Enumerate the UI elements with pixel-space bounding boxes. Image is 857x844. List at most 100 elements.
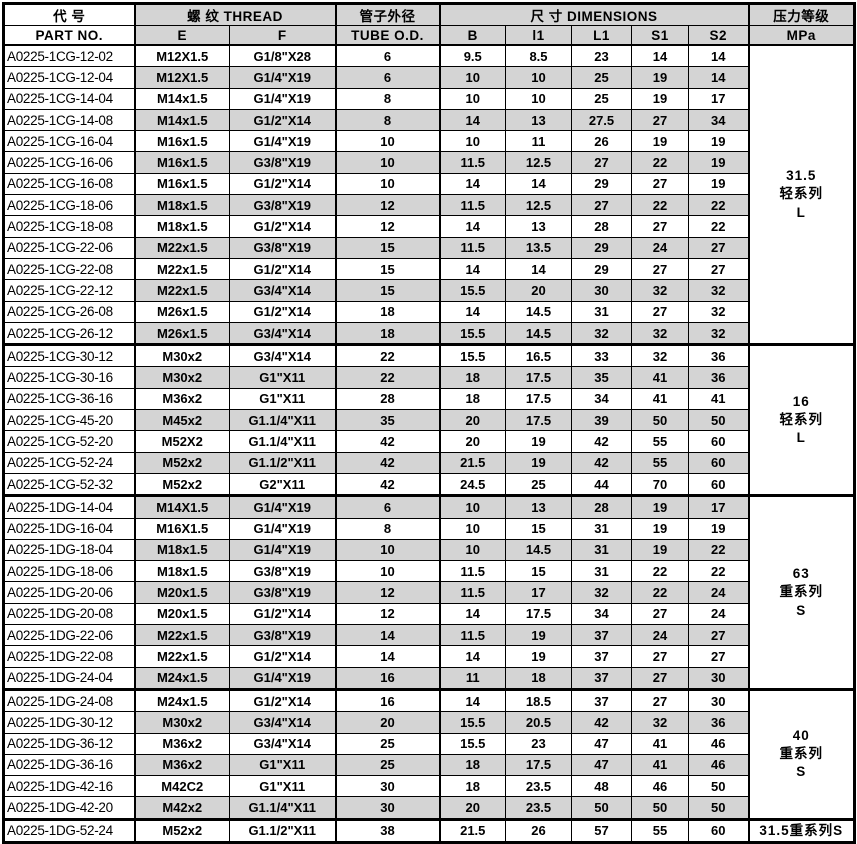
tube-od-cell: 15 <box>335 257 441 281</box>
thread-f-cell: G1/2"X14 <box>229 300 337 323</box>
dim-l1-cap-cell: 35 <box>571 366 632 389</box>
header-part-no-zh: 代 号 <box>3 3 136 26</box>
dim-l1-small-cell: 18.5 <box>505 687 572 713</box>
thread-e-cell: M22x1.5 <box>134 645 230 668</box>
dim-b-cell: 10 <box>439 538 506 562</box>
tube-od-cell: 14 <box>335 624 441 647</box>
dim-l1-small-cell: 15 <box>505 560 572 583</box>
thread-e-cell: M20x1.5 <box>134 581 230 604</box>
dim-s1-cell: 27 <box>631 215 689 238</box>
dim-b-cell: 24.5 <box>439 472 506 497</box>
dim-b-cell: 21.5 <box>439 451 506 474</box>
dim-s1-cell: 32 <box>631 279 689 302</box>
dim-s2-cell: 27 <box>688 236 750 259</box>
thread-f-cell: G1.1/4"X11 <box>229 796 337 820</box>
thread-f-cell: G1/4"X19 <box>229 130 337 153</box>
dim-l1-cap-cell: 47 <box>571 753 632 777</box>
tube-od-cell: 16 <box>335 687 441 713</box>
header-part-no-en: PART NO. <box>3 25 136 46</box>
dim-b-cell: 15.5 <box>439 343 506 368</box>
table-header: 代 号 螺 纹 THREAD 管子外径 尺 寸 DIMENSIONS 压力等级 … <box>3 3 855 46</box>
pressure-class-cell: 31.5重系列S <box>748 817 855 843</box>
dim-b-cell: 15.5 <box>439 321 506 346</box>
dim-b-cell: 14 <box>439 300 506 323</box>
part-no-cell: A0225-1CG-18-06 <box>3 194 136 217</box>
tube-od-cell: 10 <box>335 130 441 153</box>
dim-s2-cell: 17 <box>688 494 750 519</box>
dim-s1-cell: 27 <box>631 172 689 196</box>
tube-od-cell: 35 <box>335 409 441 432</box>
part-no-cell: A0225-1DG-30-12 <box>3 711 136 734</box>
thread-f-cell: G1/2"X14 <box>229 172 337 196</box>
table-row: A0225-1CG-52-20 M52X2 G1.1/4"X11 42 20 19 42 55… <box>3 430 855 453</box>
dim-l1-cap-cell: 25 <box>571 87 632 110</box>
dim-s2-cell: 36 <box>688 711 750 734</box>
dim-b-cell: 20 <box>439 430 506 453</box>
dim-l1-small-cell: 23 <box>505 732 572 755</box>
dim-l1-cap-cell: 42 <box>571 430 632 453</box>
header-dim-l1-small: l1 <box>505 25 572 46</box>
table-row: A0225-1CG-30-12 M30x2 G3/4"X14 22 15.5 16.5 33… <box>3 343 855 497</box>
part-no-cell: A0225-1DG-24-04 <box>3 666 136 690</box>
dim-s2-cell: 22 <box>688 215 750 238</box>
thread-f-cell: G1/2"X14 <box>229 687 337 713</box>
dim-b-cell: 15.5 <box>439 711 506 734</box>
dim-s1-cell: 55 <box>631 430 689 453</box>
dim-l1-cap-cell: 32 <box>571 581 632 604</box>
thread-f-cell: G3/8"X19 <box>229 624 337 647</box>
dim-s1-cell: 32 <box>631 711 689 734</box>
dim-l1-cap-cell: 33 <box>571 343 632 368</box>
thread-f-cell: G1.1/2"X11 <box>229 451 337 474</box>
thread-e-cell: M20x1.5 <box>134 602 230 626</box>
table-row: A0225-1CG-26-12 M26x1.5 G3/4"X14 18 15.5 14.5… <box>3 321 855 346</box>
dim-l1-cap-cell: 31 <box>571 538 632 562</box>
dim-b-cell: 14 <box>439 602 506 626</box>
dim-b-cell: 14 <box>439 108 506 132</box>
dim-b-cell: 9.5 <box>439 44 506 68</box>
dim-s2-cell: 30 <box>688 687 750 713</box>
table-row: A0225-1DG-36-16 M36x2 G1"X11 25 18 17.5 47 41 46 <box>3 753 855 777</box>
dim-l1-small-cell: 17.5 <box>505 387 572 411</box>
part-no-cell: A0225-1DG-42-20 <box>3 796 136 820</box>
dim-s2-cell: 19 <box>688 130 750 153</box>
dim-s2-cell: 50 <box>688 775 750 798</box>
thread-e-cell: M42C2 <box>134 775 230 798</box>
part-no-cell: A0225-1CG-45-20 <box>3 409 136 432</box>
dim-l1-cap-cell: 25 <box>571 66 632 89</box>
header-dim-s1: S1 <box>631 25 689 46</box>
dim-l1-small-cell: 17.5 <box>505 753 572 777</box>
pressure-class-cell: 40 重系列 S <box>748 687 855 820</box>
part-no-cell: A0225-1CG-36-16 <box>3 387 136 411</box>
table-row: A0225-1DG-52-24 M52x2 G1.1/2"X11 38 21.5 26 57… <box>3 817 855 843</box>
dim-l1-cap-cell: 37 <box>571 687 632 713</box>
tube-od-cell: 12 <box>335 194 441 217</box>
tube-od-cell: 38 <box>335 817 441 843</box>
dim-s1-cell: 27 <box>631 645 689 668</box>
dim-l1-cap-cell: 31 <box>571 560 632 583</box>
dim-s2-cell: 32 <box>688 279 750 302</box>
part-no-cell: A0225-1CG-14-04 <box>3 87 136 110</box>
dim-s2-cell: 27 <box>688 624 750 647</box>
thread-f-cell: G1.1/4"X11 <box>229 409 337 432</box>
dim-s1-cell: 14 <box>631 44 689 68</box>
dim-s2-cell: 22 <box>688 194 750 217</box>
table-row: A0225-1CG-22-12 M22x1.5 G3/4"X14 15 15.5 20 30… <box>3 279 855 302</box>
dim-l1-small-cell: 18 <box>505 666 572 690</box>
dim-l1-small-cell: 26 <box>505 817 572 843</box>
thread-e-cell: M18x1.5 <box>134 194 230 217</box>
table-row: A0225-1CG-12-04 M12X1.5 G1/4"X19 6 10 10 25 19 1… <box>3 66 855 89</box>
thread-e-cell: M18x1.5 <box>134 538 230 562</box>
dim-s2-cell: 32 <box>688 321 750 346</box>
table-row: A0225-1DG-36-12 M36x2 G3/4"X14 25 15.5 23 47 41… <box>3 732 855 755</box>
thread-e-cell: M26x1.5 <box>134 300 230 323</box>
thread-e-cell: M24x1.5 <box>134 687 230 713</box>
part-no-cell: A0225-1CG-52-20 <box>3 430 136 453</box>
dim-s2-cell: 36 <box>688 343 750 368</box>
table-row: A0225-1CG-52-24 M52x2 G1.1/2"X11 42 21.5 19 42… <box>3 451 855 474</box>
thread-e-cell: M30x2 <box>134 343 230 368</box>
dim-s2-cell: 19 <box>688 151 750 174</box>
header-dim-b: B <box>439 25 506 46</box>
dim-l1-small-cell: 12.5 <box>505 151 572 174</box>
part-no-cell: A0225-1DG-18-06 <box>3 560 136 583</box>
